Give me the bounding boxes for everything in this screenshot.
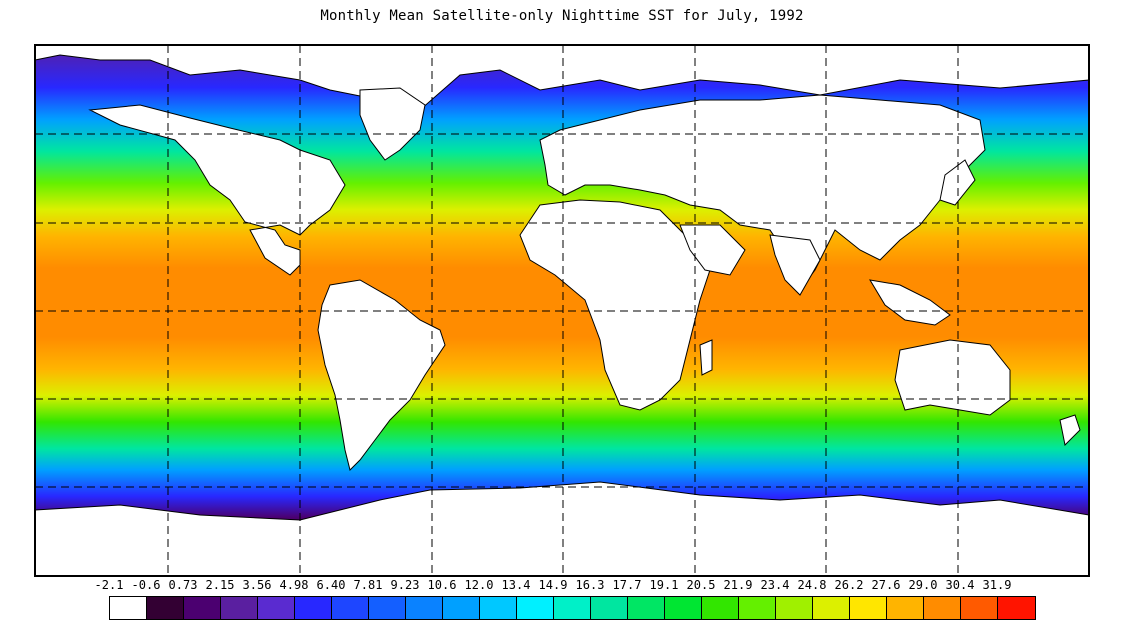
legend-swatch [110,597,147,619]
eurasia [539,94,986,292]
legend-swatch [591,597,628,619]
legend-label: 12.0 [464,578,494,592]
legend-labels: -2.1 -0.6 0.73 2.15 3.56 4.98 6.40 7.81 9.23 10.6… [0,578,1124,594]
legend-label: 4.98 [279,578,309,592]
legend-label: 20.5 [686,578,716,592]
legend-swatch [665,597,702,619]
legend-label: -0.6 [131,578,161,592]
legend-swatch [369,597,406,619]
legend-label: 16.3 [575,578,605,592]
legend-label: 29.0 [908,578,938,592]
legend-label: 21.9 [723,578,753,592]
legend-swatch [258,597,295,619]
legend-swatch [628,597,665,619]
map-frame [34,44,1090,577]
legend-swatch [924,597,961,619]
graticule [35,45,1089,576]
legend-swatch [887,597,924,619]
legend-swatch [480,597,517,619]
legend-swatch [332,597,369,619]
legend-swatch [406,597,443,619]
legend-label: 26.2 [834,578,864,592]
legend-swatch [998,597,1035,619]
legend-swatch [295,597,332,619]
legend-swatch [850,597,887,619]
legend-label: 31.9 [982,578,1012,592]
legend-label: 19.1 [649,578,679,592]
legend-label: 10.6 [427,578,457,592]
south-america [317,279,446,471]
legend-swatch [961,597,998,619]
madagascar [699,339,713,376]
legend-label: 2.15 [205,578,235,592]
legend-label: 27.6 [871,578,901,592]
legend-label: 24.8 [797,578,827,592]
legend-label: 30.4 [945,578,975,592]
sst-map [34,44,1090,577]
legend-label: 9.23 [390,578,420,592]
legend-label: 13.4 [501,578,531,592]
legend-label: 6.40 [316,578,346,592]
greenland [359,87,426,161]
india [769,234,821,296]
north-america [88,104,346,276]
sea-islands [869,279,951,326]
legend-label: 17.7 [612,578,642,592]
legend-swatch [702,597,739,619]
legend-swatch [739,597,776,619]
legend-swatch [184,597,221,619]
legend-swatch [813,597,850,619]
legend-swatch [443,597,480,619]
legend-swatch [221,597,258,619]
australia [894,339,1011,416]
legend-swatch [554,597,591,619]
legend-swatch [776,597,813,619]
new-zealand [1059,414,1081,447]
arabia [679,224,746,276]
legend-swatch [147,597,184,619]
legend-label: 7.81 [353,578,383,592]
legend-label: 0.73 [168,578,198,592]
africa [519,199,711,411]
legend-swatch [517,597,554,619]
color-legend [109,596,1036,620]
legend-label: 3.56 [242,578,272,592]
legend-label: 23.4 [760,578,790,592]
legend-label: 14.9 [538,578,568,592]
legend-label: -2.1 [94,578,124,592]
map-title: Monthly Mean Satellite-only Nighttime SS… [320,8,804,24]
